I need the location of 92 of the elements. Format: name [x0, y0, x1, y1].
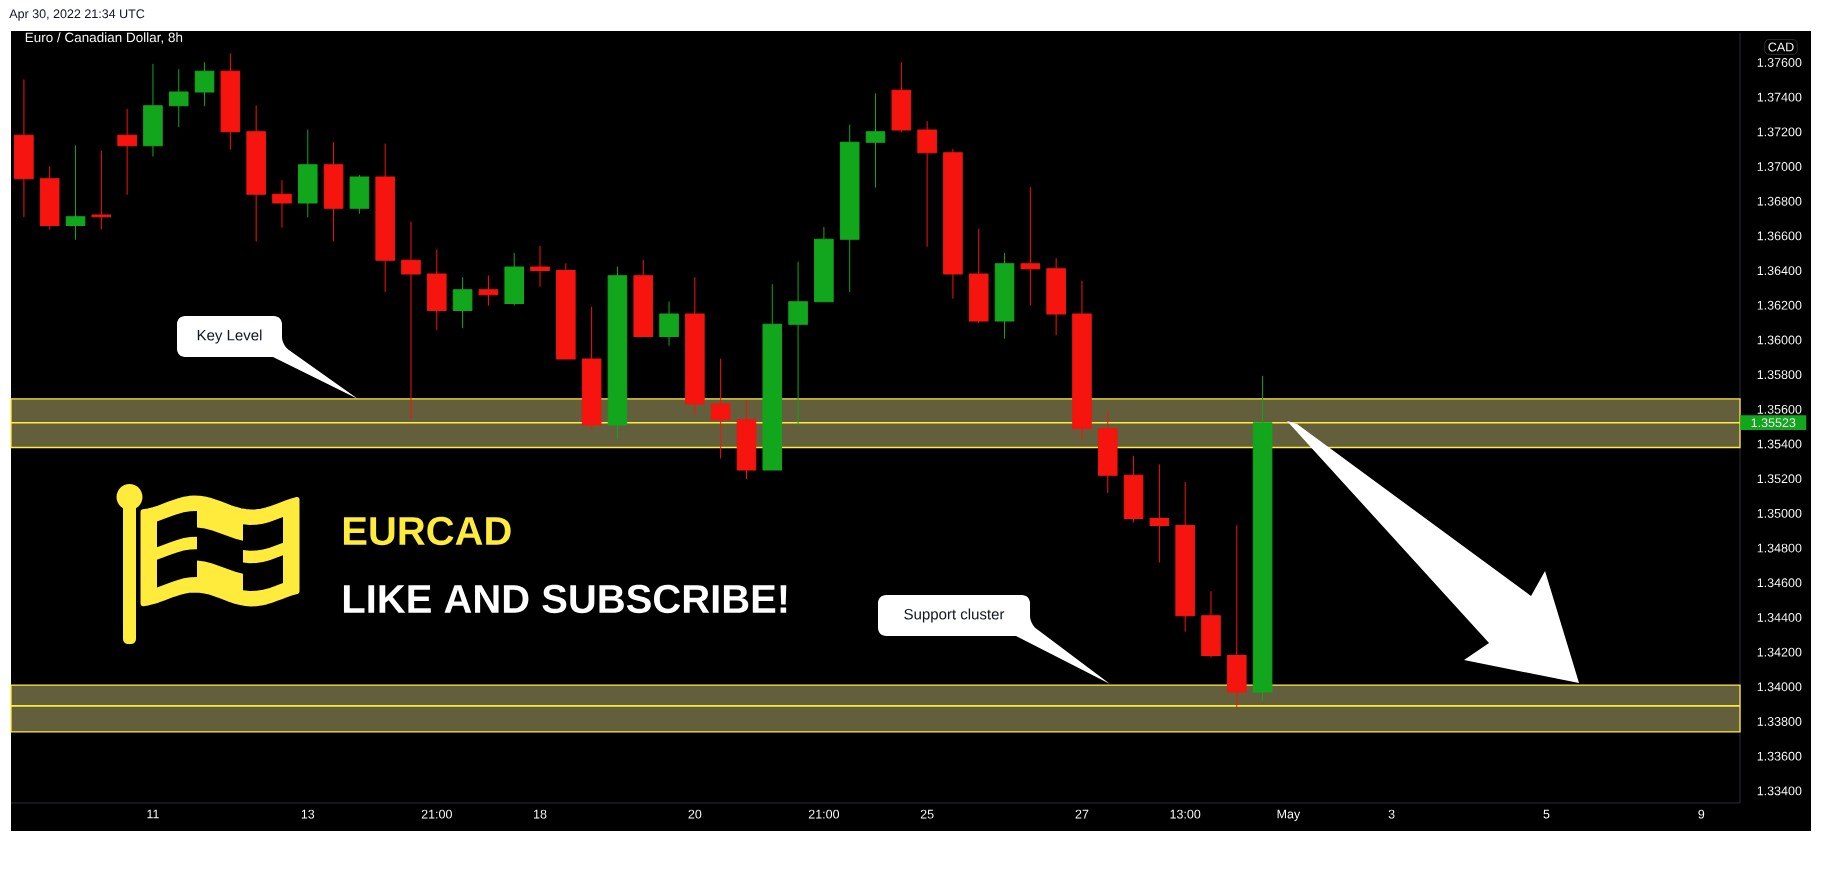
- candlestick: [246, 105, 266, 242]
- annotation: EURCAD: [343, 516, 511, 546]
- x-tick-label: 9: [1698, 809, 1705, 819]
- candlestick: [297, 129, 318, 218]
- candlestick: [452, 277, 473, 329]
- chart-title: Euro / Canadian Dollar, 8h: [25, 32, 183, 44]
- candlestick: [65, 145, 86, 240]
- candlestick: [401, 221, 421, 419]
- candlestick: [943, 148, 963, 299]
- candlestick: [1046, 257, 1066, 336]
- candlestick: [14, 79, 34, 218]
- y-tick-label: 1.34400: [1757, 613, 1802, 622]
- x-tick-label: 20: [688, 809, 702, 819]
- y-tick-label: 1.35600: [1757, 404, 1802, 414]
- candlestick: [1252, 375, 1273, 702]
- candlestick: [1097, 412, 1118, 494]
- candlestick: [556, 263, 576, 360]
- y-tick-label: 1.36600: [1757, 231, 1802, 241]
- candlestick: [839, 124, 860, 292]
- y-tick-label: 1.37600: [1757, 58, 1802, 67]
- candlestick: [994, 252, 1015, 339]
- x-tick-label: 13:00: [1170, 809, 1201, 819]
- candlestick: [710, 358, 731, 459]
- candlestick: [1149, 464, 1170, 563]
- candlestick: [1072, 280, 1092, 440]
- candlestick: [478, 275, 499, 306]
- candlestick: [865, 93, 886, 188]
- y-tick-label: 1.37000: [1757, 162, 1802, 171]
- candlestick: [91, 150, 112, 230]
- y-tick-label: 1.36200: [1757, 300, 1802, 310]
- candlestick: [685, 277, 705, 416]
- y-tick-label: 1.34000: [1757, 682, 1802, 692]
- candlestick: [143, 63, 163, 157]
- candlestick: [168, 68, 189, 128]
- y-tick-label: 1.35800: [1757, 370, 1802, 380]
- y-tick-label: 1.36800: [1757, 196, 1802, 206]
- y-axis-title: CAD: [1768, 42, 1794, 52]
- candlestick: [814, 226, 834, 303]
- candlestick: [607, 266, 628, 440]
- ref-line-label: 1.35523: [1751, 418, 1796, 428]
- y-tick-label: 1.34600: [1757, 578, 1802, 588]
- annotation: LIKE AND SUBSCRIBE!: [343, 584, 787, 614]
- text: Apr 30, 2022 21:34 UTC: [9, 9, 145, 21]
- y-tick-label: 1.33400: [1757, 786, 1802, 796]
- candlestick: [788, 261, 808, 426]
- candlestick: [968, 228, 989, 324]
- x-tick-label: 5: [1543, 809, 1550, 819]
- x-tick-label: 25: [920, 809, 934, 819]
- annotation: Support cluster: [904, 608, 1005, 623]
- candlestick: [117, 108, 137, 195]
- candlestick: [1227, 525, 1247, 709]
- candlestick: [659, 301, 679, 346]
- candlestick: [917, 120, 937, 247]
- x-tick-label: 11: [147, 809, 159, 819]
- x-tick-label: 13: [301, 809, 315, 819]
- candlestick: [504, 252, 525, 306]
- y-tick-label: 1.37400: [1757, 92, 1802, 102]
- candlestick: [891, 61, 912, 133]
- y-tick-label: 1.37200: [1757, 127, 1802, 137]
- candlestick: [581, 306, 602, 429]
- candlestick: [530, 245, 550, 287]
- x-tick-label: May: [1277, 809, 1301, 821]
- y-tick-label: 1.33600: [1757, 751, 1802, 761]
- x-tick-label: 21:00: [421, 809, 452, 819]
- candlestick: [39, 166, 60, 230]
- candlestick: [633, 259, 654, 337]
- y-tick-label: 1.35200: [1757, 474, 1802, 484]
- candlestick: [1175, 481, 1195, 632]
- candlestick: [220, 53, 241, 150]
- y-tick-label: 1.34800: [1757, 543, 1802, 553]
- candlestick: [272, 179, 292, 228]
- candlestick: [1201, 590, 1221, 658]
- x-tick-label: 18: [534, 809, 547, 819]
- candlestick: [194, 61, 215, 107]
- y-tick-label: 1.36000: [1757, 335, 1802, 345]
- y-tick-label: 1.36400: [1757, 266, 1802, 276]
- candlestick: [1123, 455, 1144, 523]
- candlestick: [323, 141, 344, 242]
- x-tick-label: 27: [1075, 809, 1089, 819]
- x-tick-label: 21:00: [808, 809, 840, 819]
- x-tick-label: 3: [1388, 809, 1395, 819]
- candlestick: [762, 283, 783, 471]
- candlestick: [427, 249, 447, 331]
- y-tick-label: 1.33800: [1757, 717, 1802, 726]
- y-tick-label: 1.35000: [1757, 508, 1802, 518]
- y-tick-label: 1.35400: [1757, 439, 1802, 449]
- candlestick: [375, 143, 395, 292]
- candlestick: [736, 400, 757, 480]
- annotation: Key Level: [197, 329, 262, 344]
- candlestick: [349, 174, 370, 214]
- candlestick: [1020, 186, 1041, 306]
- y-tick-label: 1.34200: [1757, 647, 1802, 657]
